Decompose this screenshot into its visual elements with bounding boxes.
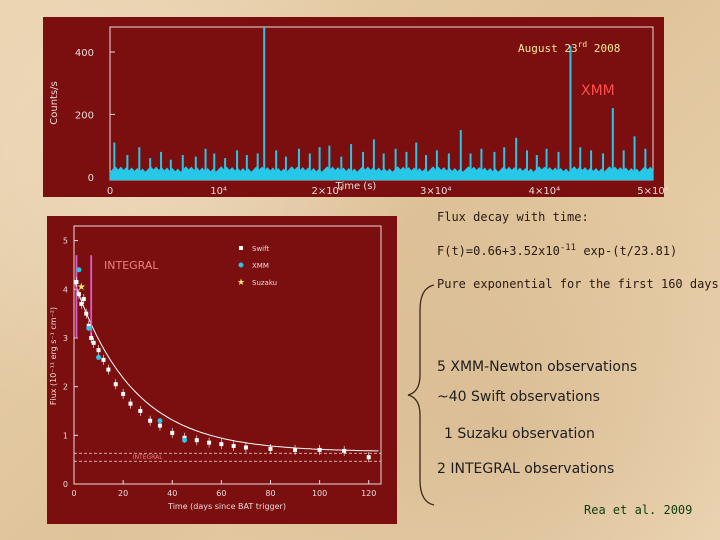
xmm-x-tick-label: 4×10⁴ <box>529 186 560 197</box>
swift-data-point <box>79 301 84 306</box>
swift-data-point <box>101 357 106 362</box>
flux-y-tick-label: 4 <box>63 285 68 294</box>
flux-plot-frame <box>73 225 382 485</box>
swift-data-point <box>207 440 212 445</box>
fit-formula-main: F(t)=0.66+3.52x10 <box>437 244 560 258</box>
flux-y-tick-label: 2 <box>63 383 68 392</box>
swift-data-point <box>170 430 175 435</box>
flux-exponential-fit <box>73 280 379 452</box>
flux-decay-chart: 0 20 40 60 80 100 120 0 1 2 3 4 5 Time (days since BA… <box>49 225 382 511</box>
swift-data-point <box>231 444 236 449</box>
swift-data-point <box>121 391 126 396</box>
flux-y-axis-label: Flux (10⁻¹¹ erg s⁻¹ cm⁻²) <box>49 307 58 405</box>
swift-data-point <box>138 408 143 413</box>
xmm-lightcurve-panel: 0 10⁴ 2×10⁴ 3×10⁴ 4×10⁴ 5×10⁴ 0 200 400 Time (s) C… <box>43 17 669 197</box>
integral-observations-count: 2 INTEGRAL observations <box>437 461 615 477</box>
xmm-y-tick-label: 0 <box>88 173 94 184</box>
swift-data-point <box>317 447 322 452</box>
flux-x-axis-label: Time (days since BAT trigger) <box>167 502 286 511</box>
swift-data-point <box>106 367 111 372</box>
flux-x-tick-label: 40 <box>167 489 177 498</box>
swift-data-point <box>157 423 162 428</box>
xmm-y-tick-label: 400 <box>75 48 94 59</box>
pure-exponential-note: Pure exponential for the first 160 days <box>437 277 719 291</box>
xmm-data-point <box>86 325 92 331</box>
xmm-data-point <box>76 267 82 273</box>
xmm-data-point <box>182 437 188 443</box>
legend-suzaku-symbol: ★ <box>237 278 245 288</box>
swift-observations-count: ~40 Swift observations <box>437 389 600 405</box>
legend-swift-symbol <box>239 246 243 250</box>
swift-data-point <box>243 445 248 450</box>
xmm-data-point <box>157 418 163 424</box>
flux-x-tick-label: 0 <box>71 489 76 498</box>
suzaku-observations-count: 1 Suzaku observation <box>444 426 595 442</box>
legend-entry-label: Suzaku <box>252 279 277 287</box>
flux-decay-panel: 0 20 40 60 80 100 120 0 1 2 3 4 5 Time (days since BA… <box>47 216 397 524</box>
swift-data-point <box>293 447 298 452</box>
swift-data-point <box>219 442 224 447</box>
swift-data-point <box>128 401 133 406</box>
flux-x-tick-label: 120 <box>361 489 376 498</box>
flux-x-tick-label: 100 <box>312 489 327 498</box>
xmm-x-tick-label: 5×10⁴ <box>637 186 668 197</box>
xmm-x-tick-label: 10⁴ <box>210 186 227 197</box>
flux-x-tick-label: 60 <box>216 489 226 498</box>
xmm-y-tick-label: 200 <box>75 110 94 121</box>
swift-data-point <box>81 297 86 302</box>
xmm-instrument-label: XMM <box>581 83 615 99</box>
flux-y-tick-label: 1 <box>63 431 68 440</box>
xmm-y-axis-label: Counts/s <box>49 81 60 125</box>
legend-xmm-symbol <box>238 262 244 268</box>
xmm-data-point <box>96 354 102 360</box>
legend-entry-label: Swift <box>252 245 269 253</box>
xmm-x-tick-label: 0 <box>107 186 113 197</box>
xmm-date-label: August 23rd 2008 <box>518 40 620 55</box>
fit-formula-exponent: -11 <box>559 243 577 253</box>
swift-data-point <box>113 382 118 387</box>
fit-formula: F(t)=0.66+3.52x10-11 exp-(t/23.81) <box>437 243 677 258</box>
integral-panel-label: INTEGRAL <box>104 259 159 272</box>
swift-data-point <box>366 455 371 460</box>
swift-data-point <box>74 279 79 284</box>
flux-x-tick-label: 80 <box>265 489 275 498</box>
swift-data-point <box>91 340 96 345</box>
swift-data-point <box>76 292 81 297</box>
swift-data-point <box>268 446 273 451</box>
flux-x-tick-label: 20 <box>118 489 128 498</box>
flux-sensitivity-label: INTEGRAL <box>133 454 163 461</box>
fit-formula-tail: exp-(t/23.81) <box>576 244 678 258</box>
xmm-lightcurve-chart: 0 10⁴ 2×10⁴ 3×10⁴ 4×10⁴ 5×10⁴ 0 200 400 Time (s) C… <box>49 26 669 197</box>
swift-data-point <box>148 418 153 423</box>
suzaku-data-point: ★ <box>77 282 86 293</box>
xmm-x-axis-label: Time (s) <box>335 181 377 192</box>
xmm-x-tick-label: 3×10⁴ <box>420 186 451 197</box>
swift-data-point <box>84 311 89 316</box>
flux-y-tick-label: 5 <box>63 237 68 246</box>
flux-y-tick-label: 0 <box>63 480 68 489</box>
reference-citation: Rea et al. 2009 <box>584 503 693 517</box>
xmm-x-tick-label: 2×10⁴ <box>311 186 342 197</box>
swift-data-point <box>194 438 199 443</box>
flux-decay-heading: Flux decay with time: <box>437 210 589 224</box>
xmm-lightcurve-baseline <box>109 166 654 181</box>
swift-data-point <box>96 348 101 353</box>
curly-brace-icon <box>407 284 435 506</box>
flux-y-tick-label: 3 <box>63 334 68 343</box>
swift-data-point <box>89 335 94 340</box>
xmm-observations-count: 5 XMM-Newton observations <box>437 359 638 375</box>
legend-entry-label: XMM <box>252 262 269 270</box>
swift-data-point <box>342 448 347 453</box>
